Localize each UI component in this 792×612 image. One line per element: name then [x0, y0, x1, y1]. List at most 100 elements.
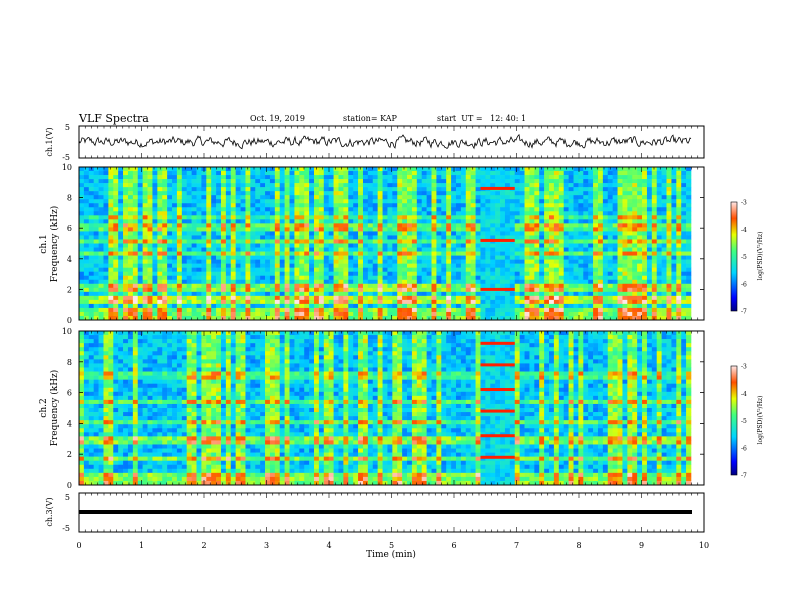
spectrogram-cell [152, 267, 158, 272]
spectrogram-cell [539, 295, 545, 301]
spectrogram-cell [666, 227, 672, 232]
spectrogram-cell [328, 175, 334, 180]
spectrogram-cell [622, 195, 628, 200]
spectrogram-cell [358, 275, 364, 281]
spectrogram-cell [314, 275, 320, 281]
spectrogram-cell [402, 247, 408, 252]
ch1-ytick-top: 5 [65, 123, 70, 132]
spectrogram-cell [441, 215, 447, 220]
spectrogram-cell [642, 251, 648, 256]
spectrogram-cell [98, 187, 104, 192]
spectrogram-cell [186, 315, 192, 321]
spectrogram-cell [328, 259, 334, 264]
spectrogram-cell [480, 295, 486, 301]
spectrogram-cell [681, 299, 687, 305]
spectrogram-cell [328, 267, 334, 272]
spectrogram-cell [167, 215, 173, 220]
spectrogram-cell [470, 199, 476, 204]
spectrogram-cell [201, 175, 207, 180]
spectrogram-cell [191, 179, 197, 184]
spectrogram-cell [299, 267, 305, 272]
spectrogram-cell [309, 239, 315, 244]
spectrogram-cell [279, 307, 285, 313]
spectrogram-cell [578, 219, 584, 224]
spectrogram-cell [358, 239, 364, 244]
spectrogram-cell [294, 195, 300, 200]
spectrogram-cell [426, 243, 432, 248]
spectrogram-cell [612, 295, 618, 301]
spectrogram-cell [181, 195, 188, 200]
spectrogram-cell [118, 211, 124, 216]
spectrogram-cell [446, 195, 452, 200]
spectrogram-cell [617, 211, 623, 216]
spectrogram-cell [137, 291, 143, 297]
spectrogram-cell [377, 199, 383, 204]
spectrogram-cell [583, 223, 589, 228]
spectrogram-cell [455, 307, 462, 313]
spectrogram-cell [196, 171, 202, 176]
spectrogram-cell [181, 187, 188, 192]
spectrogram-cell [597, 263, 604, 268]
spectrogram-cell [162, 171, 168, 176]
spectrogram-cell [382, 231, 388, 236]
spectrogram-cell [162, 187, 168, 192]
spectrogram-cell [201, 215, 207, 220]
spectrogram-cell [534, 207, 540, 212]
spectrogram-cell [485, 207, 491, 212]
spectrogram-cell [167, 255, 173, 260]
spectrogram-cell [642, 183, 648, 188]
spectrogram-cell [186, 275, 192, 281]
spectrogram-cell [407, 299, 413, 305]
spectrogram-cell [98, 183, 104, 188]
spectrogram-cell [593, 179, 599, 184]
spectrogram-cell [504, 191, 511, 196]
spectrogram-cell [274, 171, 281, 176]
spectrogram-cell [549, 207, 555, 212]
spectrogram-cell [441, 287, 447, 293]
spectrogram-cell [387, 231, 393, 236]
spectrogram-cell [568, 223, 574, 228]
spectrogram-cell [436, 231, 442, 236]
spectrogram-cell [79, 291, 85, 297]
spectrogram-cell [416, 255, 423, 260]
spectrogram-cell [622, 275, 628, 281]
spectrogram-cell [387, 179, 393, 184]
spectrogram-cell [176, 235, 183, 240]
spectrogram-cell [407, 235, 413, 240]
spectrogram-cell [299, 191, 305, 196]
spectrogram-cell [142, 315, 148, 321]
spectrogram-cell [309, 287, 315, 293]
spectrogram-cell [622, 259, 628, 264]
spectrogram-cell [220, 307, 227, 313]
spectrogram-cell [284, 195, 290, 200]
spectrogram-cell [216, 191, 222, 196]
spectrogram-cell [269, 183, 276, 188]
spectrogram-cell [127, 179, 134, 184]
spectrogram-cell [127, 219, 134, 224]
spectrogram-cell [485, 183, 491, 188]
spectrogram-cell [622, 183, 628, 188]
spectrogram-cell [632, 243, 638, 248]
spectrogram-cell [367, 235, 374, 240]
spectrogram-cell [211, 271, 217, 277]
spectrogram-cell [127, 247, 134, 252]
spectrogram-cell [470, 291, 476, 297]
spectrogram-cell [147, 191, 153, 196]
spectrogram-cell [108, 179, 114, 184]
spectrogram-cell [627, 287, 633, 293]
spectrogram-cell [304, 299, 310, 305]
spectrogram-cell [504, 283, 511, 289]
spectrogram-cell [431, 231, 437, 236]
spectrogram-cell [485, 255, 491, 260]
spectrogram-cell [279, 203, 285, 208]
spectrogram-cell [553, 271, 560, 277]
spectrogram-cell [578, 235, 584, 240]
spectrogram-cell [387, 223, 393, 228]
spectrogram-cell [147, 203, 153, 208]
spectrogram-cell [304, 191, 310, 196]
spectrogram-cell [656, 271, 662, 277]
spectrogram-cell [299, 171, 305, 176]
spectrogram-cell [318, 263, 325, 268]
spectrogram-cell [201, 199, 207, 204]
spectrogram-cell [470, 271, 476, 277]
